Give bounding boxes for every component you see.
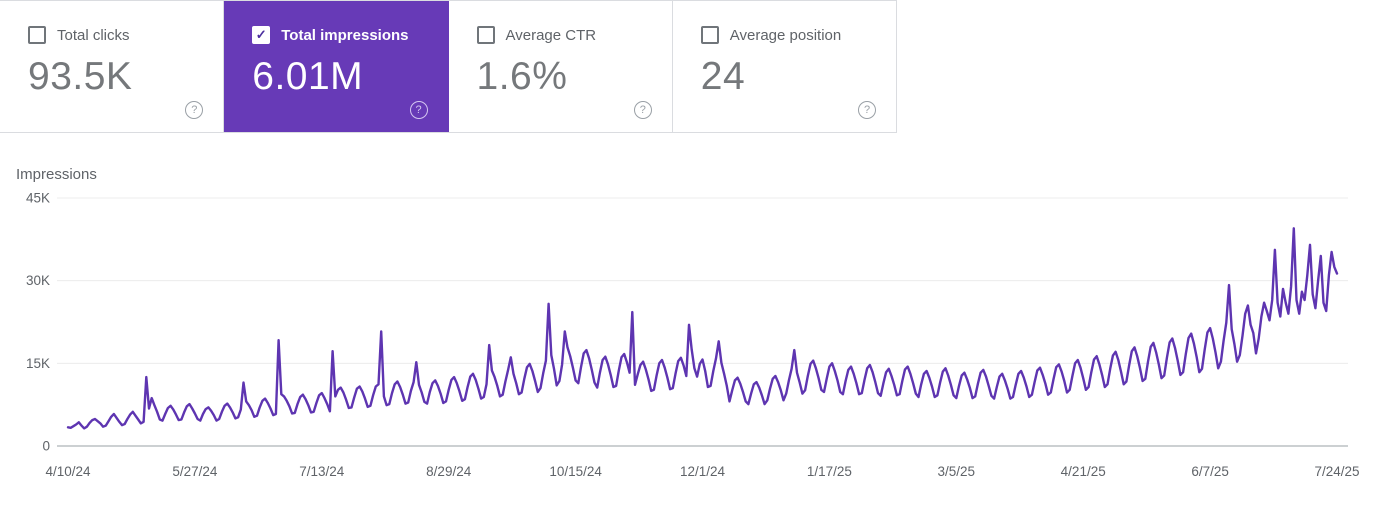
average-position-value: 24 <box>700 55 746 98</box>
card-average-ctr-header: Average CTR <box>476 26 672 44</box>
average-ctr-label: Average CTR <box>505 26 597 44</box>
total-clicks-help-icon[interactable]: ? <box>185 101 204 119</box>
average-position-checkbox[interactable] <box>700 26 719 44</box>
metric-cards-row: Total clicks 93.5K ? ✓ Total impressions… <box>0 0 897 133</box>
y-axis-tick-label: 0 <box>42 439 50 454</box>
total-clicks-label: Total clicks <box>57 26 130 44</box>
total-impressions-value: 6.01M <box>252 55 364 98</box>
x-axis-tick-label: 10/15/24 <box>549 464 602 479</box>
average-position-label: Average position <box>729 26 842 44</box>
x-axis-tick-label: 8/29/24 <box>426 464 472 479</box>
average-position-help-icon[interactable]: ? <box>858 101 876 119</box>
impressions-series-line[interactable] <box>66 227 1339 430</box>
y-axis-tick-label: 15K <box>26 356 50 371</box>
impressions-chart[interactable]: 0 15K 30K 45K 4/10/24 5/27/24 7/13/24 8/29/24 10… <box>0 140 1385 507</box>
card-average-position[interactable]: Average position 24 ? <box>672 1 897 132</box>
total-impressions-label: Total impressions <box>281 26 409 44</box>
card-total-impressions[interactable]: ✓ Total impressions 6.01M ? <box>224 1 449 132</box>
card-total-clicks[interactable]: Total clicks 93.5K ? <box>0 1 225 132</box>
x-axis-tick-label: 6/7/25 <box>1191 464 1229 479</box>
card-total-clicks-header: Total clicks <box>28 26 223 44</box>
average-ctr-value: 1.6% <box>476 55 568 98</box>
card-total-impressions-header: ✓ Total impressions <box>252 26 447 44</box>
average-ctr-help-icon[interactable]: ? <box>633 101 652 119</box>
x-axis-tick-label: 4/10/24 <box>45 464 91 479</box>
x-axis-tick-label: 7/24/25 <box>1314 464 1359 479</box>
total-clicks-value: 93.5K <box>28 55 133 98</box>
card-average-position-header: Average position <box>700 26 896 44</box>
x-axis-tick-label: 12/1/24 <box>680 464 726 479</box>
y-axis-tick-label: 45K <box>26 191 50 206</box>
x-axis-tick-label: 3/5/25 <box>938 464 976 479</box>
average-ctr-checkbox[interactable] <box>476 26 495 44</box>
chart-title: Impressions <box>16 166 97 183</box>
x-axis-tick-label: 4/21/25 <box>1061 464 1106 479</box>
y-axis-tick-label: 30K <box>26 273 50 288</box>
x-axis-tick-label: 5/27/24 <box>172 464 218 479</box>
total-clicks-checkbox[interactable] <box>28 26 46 44</box>
total-impressions-help-icon[interactable]: ? <box>409 101 428 119</box>
x-axis-tick-label: 1/17/25 <box>807 464 852 479</box>
card-average-ctr[interactable]: Average CTR 1.6% ? <box>448 1 673 132</box>
total-impressions-checkbox[interactable]: ✓ <box>252 26 271 44</box>
x-axis-tick-label: 7/13/24 <box>299 464 345 479</box>
